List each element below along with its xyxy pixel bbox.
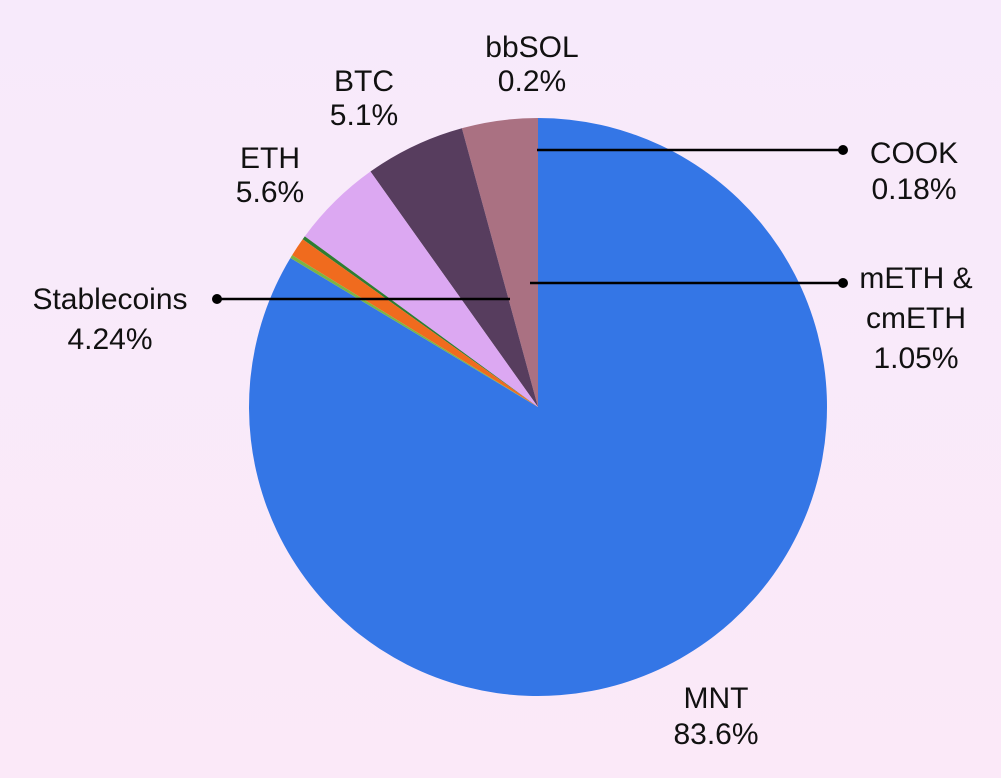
category-label: MNT xyxy=(684,682,749,715)
value-label: 5.6% xyxy=(236,176,304,209)
value-label: 0.2% xyxy=(498,65,566,98)
slice-mnt xyxy=(249,118,828,696)
label-eth: ETH 5.6% xyxy=(236,142,304,209)
value-label: 83.6% xyxy=(673,718,758,751)
slice-stablecoins xyxy=(461,118,538,407)
slice-meth-cmeth xyxy=(292,239,538,407)
value-label: 0.18% xyxy=(871,173,956,206)
slice-bbsol xyxy=(302,236,538,407)
label-stablecoins: Stablecoins 4.24% xyxy=(32,283,187,356)
leader-dot-cook xyxy=(838,145,848,155)
label-meth-cmeth: mETH & cmETH 1.05% xyxy=(859,262,972,375)
leader-dot-meth-cmeth xyxy=(838,278,848,288)
label-mnt: MNT 83.6% xyxy=(673,682,758,751)
leader-lines xyxy=(212,145,848,304)
value-label: 1.05% xyxy=(873,342,958,375)
label-cook: COOK 0.18% xyxy=(870,137,958,206)
category-label: bbSOL xyxy=(485,31,578,64)
category-label: BTC xyxy=(334,65,394,98)
slice-cook xyxy=(290,255,538,407)
slice-btc xyxy=(304,171,538,407)
leader-dot-stablecoins xyxy=(212,294,222,304)
label-bbsol: bbSOL 0.2% xyxy=(485,31,578,98)
value-label: 5.1% xyxy=(330,99,398,132)
category-label: Stablecoins xyxy=(32,283,187,316)
category-label: COOK xyxy=(870,137,958,170)
label-btc: BTC 5.1% xyxy=(330,65,398,132)
category-label: mETH & xyxy=(859,262,972,295)
pie-slices xyxy=(249,118,828,696)
slice-eth xyxy=(370,128,538,407)
value-label: 4.24% xyxy=(67,323,152,356)
slice-labels: MNT 83.6% Stablecoins 4.24% ETH 5.6% BTC 5.1% bb… xyxy=(32,31,972,751)
category-label: cmETH xyxy=(866,302,966,335)
category-label: ETH xyxy=(240,142,300,175)
